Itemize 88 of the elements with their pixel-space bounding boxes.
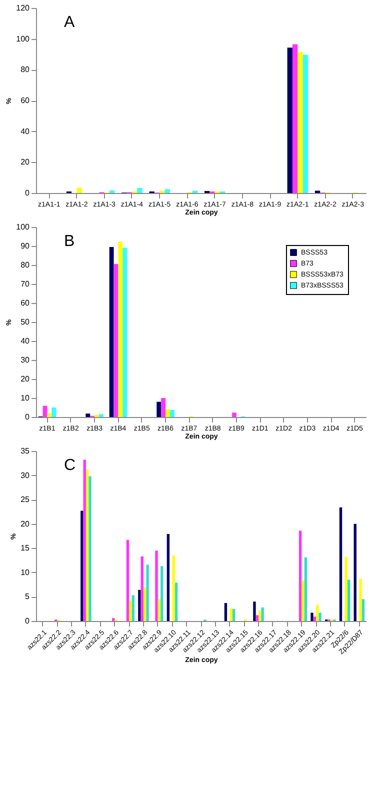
bar <box>359 578 362 621</box>
bar <box>118 242 123 417</box>
y-tick-label: 10 <box>20 394 30 402</box>
bar <box>52 408 56 417</box>
bar <box>47 413 52 417</box>
bar <box>261 607 264 621</box>
bar <box>256 615 259 621</box>
bar <box>164 189 170 193</box>
bar <box>98 414 104 417</box>
bar <box>140 556 144 621</box>
bar <box>88 476 92 621</box>
bar <box>174 582 178 621</box>
bar <box>155 550 158 621</box>
bar <box>86 414 90 417</box>
bar <box>230 608 232 621</box>
bar <box>76 188 82 193</box>
bar <box>137 188 142 193</box>
bar <box>161 398 166 417</box>
y-tick-label: 60 <box>20 96 30 105</box>
y-tick-label: 15 <box>20 544 30 553</box>
bar <box>232 412 236 417</box>
bar <box>298 530 302 621</box>
y-tick-label: 0 <box>25 188 30 198</box>
bar <box>138 590 141 621</box>
bar <box>310 612 314 621</box>
annotation: B <box>64 233 75 250</box>
bar <box>302 580 304 621</box>
bar <box>302 54 308 193</box>
y-tick-label: 5 <box>25 592 30 602</box>
bar <box>143 587 146 621</box>
bar <box>80 510 84 621</box>
bar <box>344 556 348 621</box>
bar <box>122 248 128 417</box>
bar <box>298 52 303 193</box>
y-tick-label: 0 <box>25 616 30 626</box>
y-tick-label: 20 <box>20 158 30 167</box>
bar <box>83 460 86 621</box>
bar <box>129 600 132 621</box>
bar <box>292 44 298 193</box>
annotation: A <box>64 14 75 31</box>
y-tick-label: 70 <box>20 280 30 288</box>
y-tick-label: 10 <box>20 568 30 577</box>
y-tick-label: 25 <box>20 495 30 504</box>
bar <box>258 610 262 621</box>
y-tick-label: 35 <box>20 446 30 456</box>
bar <box>156 402 162 417</box>
bar <box>362 599 365 621</box>
bar <box>339 507 342 621</box>
bar <box>166 534 170 621</box>
y-tick-label: 100 <box>16 34 30 44</box>
bar <box>253 602 256 621</box>
bar <box>110 190 115 193</box>
y-tick-label: 30 <box>20 356 30 364</box>
y-tick-label: 50 <box>20 318 30 326</box>
y-tick-label: 0 <box>25 412 30 422</box>
y-tick-label: 40 <box>20 336 30 346</box>
y-tick-label: 20 <box>20 374 30 384</box>
bar <box>224 603 228 621</box>
bar <box>109 246 114 417</box>
y-tick-label: 20 <box>20 519 30 528</box>
bar <box>166 409 170 417</box>
bar <box>316 604 319 621</box>
bar <box>313 616 316 621</box>
bar <box>158 599 161 621</box>
bar <box>232 608 236 621</box>
bar <box>112 618 115 621</box>
bar <box>170 410 174 417</box>
bar <box>114 264 118 417</box>
bar <box>86 469 89 621</box>
bar <box>132 595 134 621</box>
y-tick-label: 30 <box>20 470 30 480</box>
bar <box>347 580 350 621</box>
bar <box>160 566 164 621</box>
y-tick-label: 80 <box>20 260 30 270</box>
bar <box>146 564 149 621</box>
y-tick-label: 100 <box>16 222 30 232</box>
bar <box>287 48 292 193</box>
annotation: C <box>64 457 76 474</box>
bar <box>304 557 308 621</box>
bar <box>172 555 175 621</box>
y-tick-label: 120 <box>16 4 30 12</box>
y-tick-label: 40 <box>20 126 30 136</box>
bar <box>318 612 322 621</box>
y-tick-label: 60 <box>20 298 30 308</box>
bar <box>126 540 130 621</box>
y-tick-label: 90 <box>20 242 30 250</box>
y-tick-label: 80 <box>20 65 30 74</box>
bar <box>354 524 356 621</box>
